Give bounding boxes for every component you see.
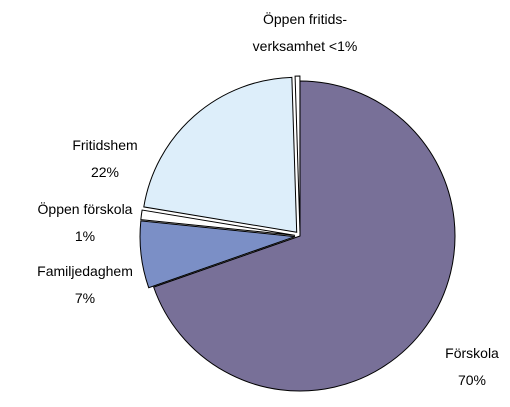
pie-slice [153, 80, 456, 392]
pie-slice [143, 76, 298, 233]
value-label: 70% [457, 372, 487, 388]
slice-label: Förskola 70% [445, 340, 499, 394]
pie-slice [139, 220, 296, 289]
slice-label: Öppen fritids- verksamhet <1% [253, 6, 358, 60]
value-label: 1% [74, 228, 96, 244]
slice-label: Öppen förskola 1% [38, 196, 133, 250]
value-label: 7% [74, 290, 96, 306]
pie-slice [294, 75, 301, 232]
pie-slice [140, 209, 296, 236]
category-label: Öppen förskola [37, 201, 133, 217]
value-label: 22% [90, 164, 120, 180]
slice-label: Familjedaghem 7% [37, 258, 133, 312]
category-label: Öppen fritids- verksamhet [252, 11, 348, 54]
value-label: <1% [328, 38, 358, 54]
category-label: Familjedaghem [37, 263, 133, 279]
slice-label: Fritidshem 22% [72, 132, 137, 186]
category-label: Fritidshem [72, 137, 138, 153]
category-label: Förskola [445, 345, 499, 361]
